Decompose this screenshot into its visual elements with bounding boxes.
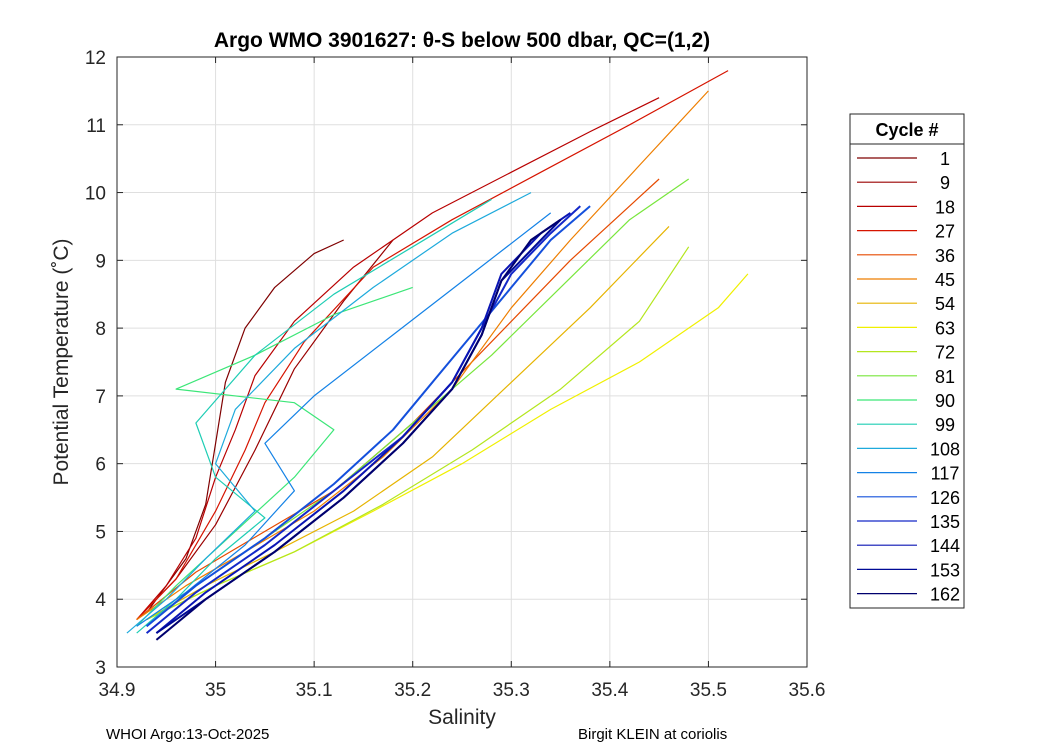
series-line-cycle-117: [136, 212, 552, 627]
y-tick-label: 12: [85, 48, 106, 69]
legend-label: 153: [930, 560, 960, 580]
series-lines: [126, 70, 749, 641]
y-tick-label: 9: [95, 251, 106, 272]
y-tick-label: 4: [95, 590, 106, 611]
series-line-cycle-126: [145, 205, 591, 628]
series-line-cycle-9: [136, 239, 394, 621]
series-line-cycle-36: [136, 178, 660, 621]
x-tick-label: 35.2: [394, 680, 431, 701]
x-tick-label: 35.6: [789, 680, 826, 701]
y-tick-label: 6: [95, 455, 106, 476]
y-tick-label: 10: [85, 184, 106, 205]
y-tick-label: 3: [95, 658, 106, 679]
legend-box: [849, 113, 965, 609]
series-line-cycle-63: [146, 273, 749, 621]
chart-title: Argo WMO 3901627: θ-S below 500 dbar, QC…: [214, 29, 710, 52]
series-line-cycle-162: [155, 218, 562, 641]
x-tick-label: 35.1: [296, 680, 333, 701]
axis-ticks: 34.9 35 35.1 35.2 35.3 35.4 35.5 35.6 3 4 5 6 7 8 9 10 1…: [85, 48, 826, 701]
series-line-cycle-72: [146, 246, 690, 621]
series-line-cycle-108: [126, 192, 532, 634]
legend-label: 72: [935, 343, 955, 363]
series-line-cycle-1: [146, 239, 344, 614]
legend-label: 9: [940, 173, 950, 193]
series-line-cycle-18: [136, 97, 660, 620]
footer-left-credit: WHOI Argo:13-Oct-2025: [106, 726, 270, 743]
legend-title: Cycle #: [875, 120, 938, 140]
legend-label: 54: [935, 294, 955, 314]
legend-label: 162: [930, 585, 960, 605]
series-line-cycle-99: [136, 198, 492, 634]
legend-label: 117: [931, 464, 960, 484]
legend-label: 63: [935, 318, 955, 338]
x-tick-label: 35.5: [690, 680, 727, 701]
series-line-cycle-27: [136, 70, 729, 621]
legend-label: 144: [930, 536, 960, 556]
legend-label: 135: [930, 512, 960, 532]
x-tick-label: 34.9: [99, 680, 136, 701]
y-tick-label: 7: [95, 387, 106, 408]
x-tick-label: 35.3: [493, 680, 530, 701]
y-tick-label: 5: [95, 522, 106, 543]
legend-label: 126: [930, 488, 960, 508]
y-tick-label: 8: [95, 319, 106, 340]
legend-label: 90: [935, 391, 955, 411]
legend-label: 18: [935, 197, 955, 217]
series-line-cycle-45: [136, 90, 709, 621]
series-line-cycle-54: [146, 225, 670, 621]
legend-label: 45: [935, 270, 955, 290]
legend-label: 36: [935, 246, 955, 266]
legend-label: 108: [930, 439, 960, 459]
plot-frame: [116, 56, 808, 668]
x-tick-label: 35: [205, 680, 226, 701]
legend-label: 81: [935, 367, 955, 387]
legend-label: 27: [935, 222, 955, 242]
x-axis-label: Salinity: [428, 706, 496, 729]
legend-label: 99: [935, 415, 955, 435]
y-tick-label: 11: [86, 116, 106, 137]
x-tick-label: 35.4: [591, 680, 628, 701]
y-axis-label: Potential Temperature (˚C): [50, 238, 73, 485]
legend-label: 1: [940, 149, 950, 169]
legend: Cycle # 1 9 18 27 36 45 54 63 72 81 90 99 108 117 126 1…: [849, 113, 965, 609]
footer-right-credit: Birgit KLEIN at coriolis: [578, 726, 728, 743]
